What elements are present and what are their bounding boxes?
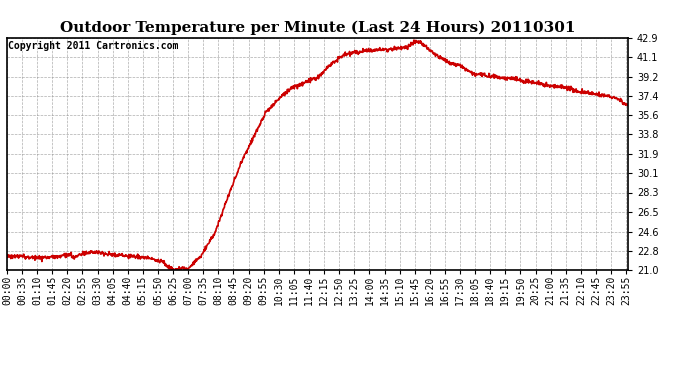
Text: Copyright 2011 Cartronics.com: Copyright 2011 Cartronics.com [8,41,179,51]
Title: Outdoor Temperature per Minute (Last 24 Hours) 20110301: Outdoor Temperature per Minute (Last 24 … [59,21,575,35]
